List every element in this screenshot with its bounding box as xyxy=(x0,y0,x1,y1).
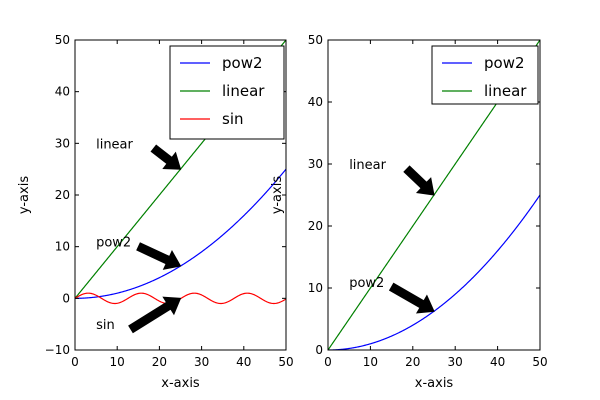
annotation-arrow-pow2 xyxy=(388,282,435,314)
legend-label-linear: linear xyxy=(484,82,527,100)
legend-box xyxy=(431,45,539,105)
x-tick-label: 0 xyxy=(324,355,332,369)
legend-box xyxy=(169,45,285,140)
x-tick-label: 50 xyxy=(278,355,293,369)
x-tick-label: 40 xyxy=(490,355,505,369)
x-tick-label: 30 xyxy=(448,355,463,369)
x-axis-label: x-axis xyxy=(415,376,454,391)
y-tick-label: 40 xyxy=(308,95,323,109)
axes-frame xyxy=(74,39,287,351)
legend-label-pow2: pow2 xyxy=(484,54,525,72)
axes-frame xyxy=(327,39,541,351)
legend-label-linear: linear xyxy=(222,82,265,100)
left-subplot: 0 10 20 30 40 50−1001020304050x-axisy-axislin… xyxy=(17,33,294,391)
y-tick-label: −10 xyxy=(45,343,70,357)
annotation-label-linear: linear xyxy=(96,137,133,152)
y-tick-label: 30 xyxy=(55,136,70,150)
annotation-label-linear: linear xyxy=(349,158,386,173)
x-axis-label: x-axis xyxy=(161,376,200,391)
x-tick-label: 0 xyxy=(71,355,79,369)
y-tick-label: 10 xyxy=(308,281,323,295)
y-tick-label: 30 xyxy=(308,157,323,171)
annotation-arrow-pow2 xyxy=(136,242,182,270)
annotation-label-sin: sin xyxy=(96,318,115,333)
y-tick-label: 20 xyxy=(55,188,70,202)
x-tick-label: 20 xyxy=(405,355,420,369)
y-tick-label: 20 xyxy=(308,219,323,233)
annotation-arrow-sin xyxy=(128,296,182,334)
x-tick-label: 40 xyxy=(236,355,251,369)
x-tick-label: 10 xyxy=(110,355,125,369)
x-tick-label: 20 xyxy=(152,355,167,369)
legend-label-pow2: pow2 xyxy=(222,54,263,72)
y-tick-label: 0 xyxy=(315,343,323,357)
annotation-arrow-linear xyxy=(403,165,435,196)
y-axis-label: y-axis xyxy=(17,176,32,214)
x-tick-label: 10 xyxy=(363,355,378,369)
y-tick-label: 50 xyxy=(308,33,323,47)
x-tick-label: 50 xyxy=(532,355,547,369)
legend-label-sin: sin xyxy=(222,110,244,128)
annotation-arrow-linear xyxy=(150,144,182,170)
y-tick-label: 40 xyxy=(55,85,70,99)
x-tick-label: 30 xyxy=(194,355,209,369)
right-subplot: 0 10 20 30 40 50 0 10 20 30 40 50 x-axis y-axis linear… xyxy=(270,33,548,391)
annotation-label-pow2: pow2 xyxy=(349,276,384,291)
y-tick-label: 10 xyxy=(55,240,70,254)
annotation-label-pow2: pow2 xyxy=(96,236,131,251)
y-tick-label: 50 xyxy=(55,33,70,47)
y-axis-label: y-axis xyxy=(270,176,285,214)
y-tick-label: 0 xyxy=(62,291,70,305)
